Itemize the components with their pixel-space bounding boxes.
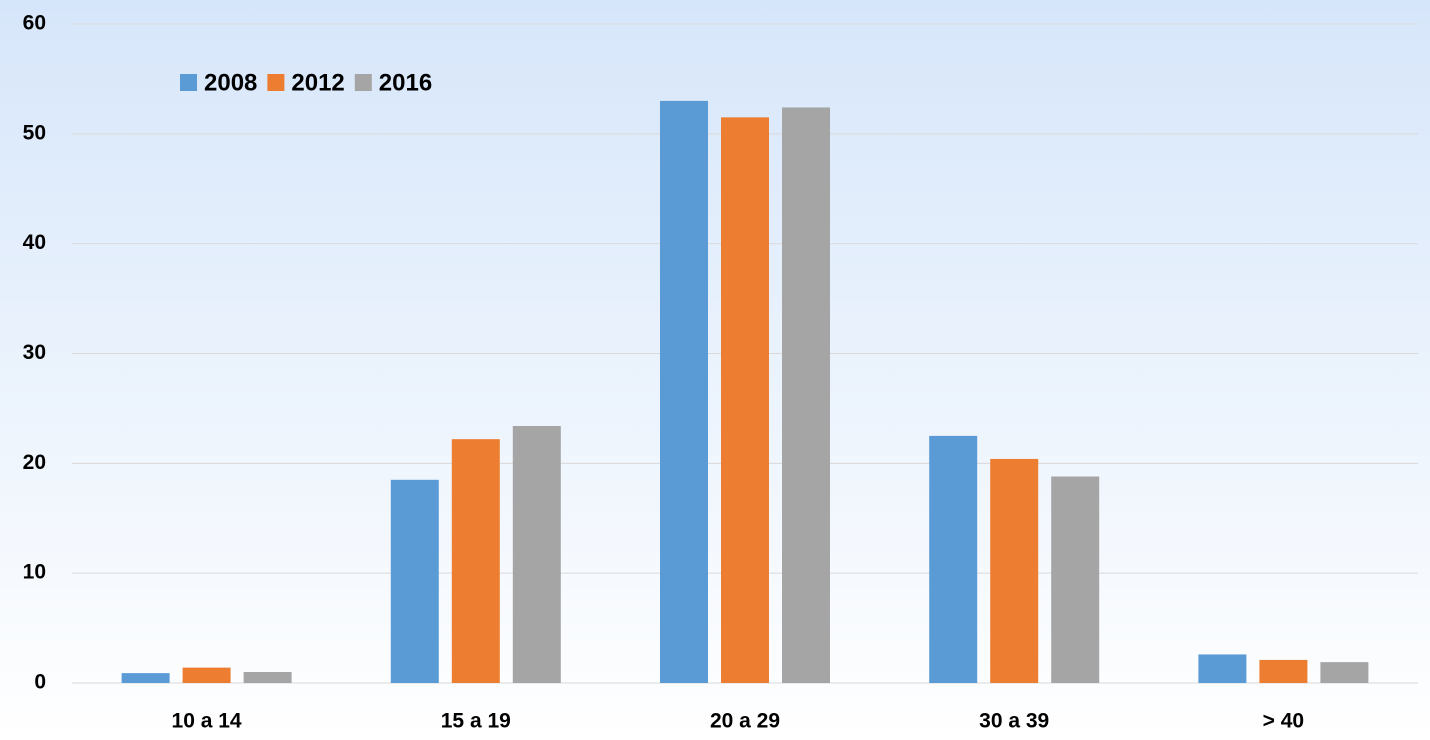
bar	[1198, 654, 1247, 683]
bar	[182, 667, 231, 683]
x-tick-label: 30 a 39	[979, 710, 1049, 733]
bar	[1320, 662, 1369, 683]
y-tick-label: 20	[23, 451, 46, 474]
y-tick-label: 30	[23, 341, 46, 364]
bar	[512, 425, 561, 683]
bar	[1259, 659, 1308, 683]
legend-swatch	[267, 74, 285, 91]
y-tick-label: 40	[23, 231, 46, 254]
bar	[990, 458, 1039, 683]
legend-label: 2016	[379, 69, 432, 96]
bar	[451, 439, 500, 683]
legend-swatch	[180, 74, 197, 91]
y-tick-label: 0	[34, 671, 46, 694]
bar	[660, 100, 708, 684]
bar	[782, 107, 830, 684]
bar	[721, 117, 769, 683]
x-tick-label: 20 a 29	[710, 710, 780, 733]
legend-label: 2008	[204, 69, 257, 96]
x-tick-label: > 40	[1263, 710, 1304, 733]
y-tick-label: 10	[23, 561, 46, 584]
bar	[390, 479, 439, 683]
y-tick-label: 60	[23, 12, 46, 35]
bar	[929, 435, 978, 683]
bar	[121, 673, 170, 683]
x-tick-label: 15 a 19	[441, 710, 511, 733]
legend-swatch	[354, 74, 372, 91]
bar	[243, 672, 292, 683]
legend-label: 2012	[291, 69, 344, 96]
bar	[1051, 476, 1100, 683]
y-tick-label: 50	[23, 121, 46, 144]
x-tick-label: 10 a 14	[172, 710, 242, 733]
